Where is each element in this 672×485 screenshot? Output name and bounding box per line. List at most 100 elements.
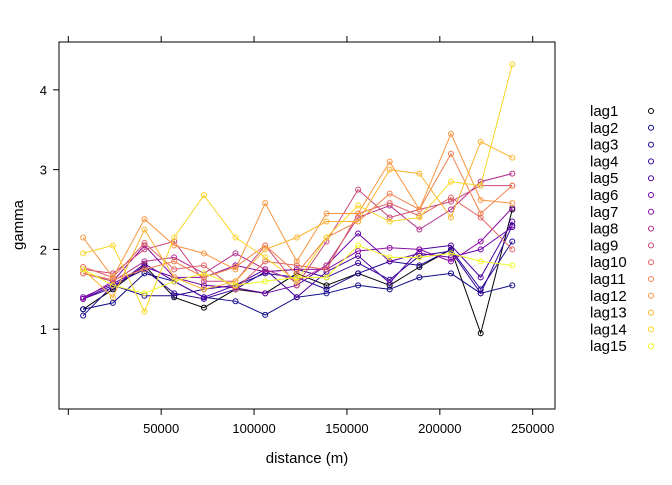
y-tick-label: 2 [40, 242, 47, 257]
data-point [293, 282, 300, 289]
data-point [416, 262, 423, 269]
legend-marker [648, 108, 654, 114]
data-point [171, 274, 178, 281]
data-point [447, 178, 454, 185]
data-point [447, 254, 454, 261]
data-point [323, 210, 330, 217]
data-point [386, 200, 393, 207]
x-axis-label: distance (m) [266, 450, 349, 467]
data-point [477, 138, 484, 145]
data-point [386, 190, 393, 197]
legend-label: lag9 [590, 237, 618, 254]
x-tick-label: 250000 [511, 421, 554, 436]
data-point [416, 274, 423, 281]
data-point [232, 234, 239, 241]
data-point [141, 290, 148, 297]
data-point [232, 278, 239, 285]
data-point [509, 238, 516, 245]
data-point [200, 192, 207, 199]
series-layer [80, 61, 516, 337]
legend-marker [648, 225, 654, 232]
data-point [509, 170, 516, 177]
legend-label: lag4 [590, 153, 618, 170]
data-point [323, 266, 330, 273]
x-tick-label: 100000 [232, 421, 275, 436]
data-point [141, 246, 148, 253]
series-lag15 [80, 242, 516, 297]
data-point [293, 266, 300, 273]
data-point [171, 278, 178, 285]
data-point [262, 254, 269, 261]
data-point [262, 266, 269, 273]
legend-label: lag6 [590, 187, 618, 204]
data-point [262, 290, 269, 297]
data-point [262, 242, 269, 249]
data-point [477, 182, 484, 189]
legend-label: lag8 [590, 221, 618, 238]
data-point [323, 282, 330, 289]
data-point [141, 258, 148, 265]
data-point [386, 244, 393, 251]
data-point [171, 254, 178, 261]
data-point [80, 270, 87, 277]
y-tick-label: 4 [40, 83, 47, 98]
data-point [200, 304, 207, 311]
legend-label: lag12 [590, 288, 627, 305]
legend-label: lag15 [590, 338, 627, 355]
data-point [416, 254, 423, 261]
legend-marker [648, 124, 654, 131]
data-point [109, 282, 116, 289]
data-point [447, 150, 454, 157]
data-point [293, 234, 300, 241]
plot-area-frame [58, 41, 556, 410]
y-axis-label: gamma [10, 199, 27, 250]
data-point [232, 282, 239, 289]
data-point [477, 274, 484, 281]
data-point [232, 266, 239, 273]
series-line [82, 141, 513, 299]
legend-marker [648, 276, 654, 282]
data-point [355, 270, 362, 277]
data-point [355, 259, 362, 266]
data-point [141, 226, 148, 233]
data-point [477, 330, 484, 337]
data-point [509, 224, 516, 231]
legend-label: lag14 [590, 321, 627, 338]
x-tick-label: 150000 [325, 421, 368, 436]
data-point [355, 218, 362, 225]
data-point [80, 250, 87, 257]
legend: lag1lag2lag3lag4lag5lag6lag7lag8lag9lag1… [590, 103, 654, 355]
data-point [262, 246, 269, 253]
data-point [386, 286, 393, 293]
data-point [355, 282, 362, 289]
y-axis: 1 2 3 4 [40, 83, 59, 337]
data-point [416, 206, 423, 213]
legend-label: lag10 [590, 254, 627, 271]
data-point [509, 200, 516, 207]
data-point [447, 194, 454, 201]
data-point [509, 218, 516, 225]
y-tick-label: 1 [40, 322, 47, 337]
data-point [109, 274, 116, 281]
series-lag13 [80, 138, 516, 301]
legend-label: lag1 [590, 103, 618, 120]
data-point [80, 295, 87, 302]
data-point [386, 258, 393, 265]
data-point [171, 234, 178, 241]
y-tick-label: 3 [40, 163, 47, 178]
series-lag14 [80, 61, 516, 315]
data-point [200, 282, 207, 289]
data-point [200, 278, 207, 285]
data-point [200, 294, 207, 301]
data-point [509, 282, 516, 289]
data-point [293, 294, 300, 301]
data-point [477, 246, 484, 253]
data-point [232, 250, 239, 257]
data-point [293, 274, 300, 281]
data-point [509, 61, 516, 68]
legend-label: lag3 [590, 137, 618, 154]
data-point [293, 278, 300, 285]
data-point [509, 182, 516, 189]
